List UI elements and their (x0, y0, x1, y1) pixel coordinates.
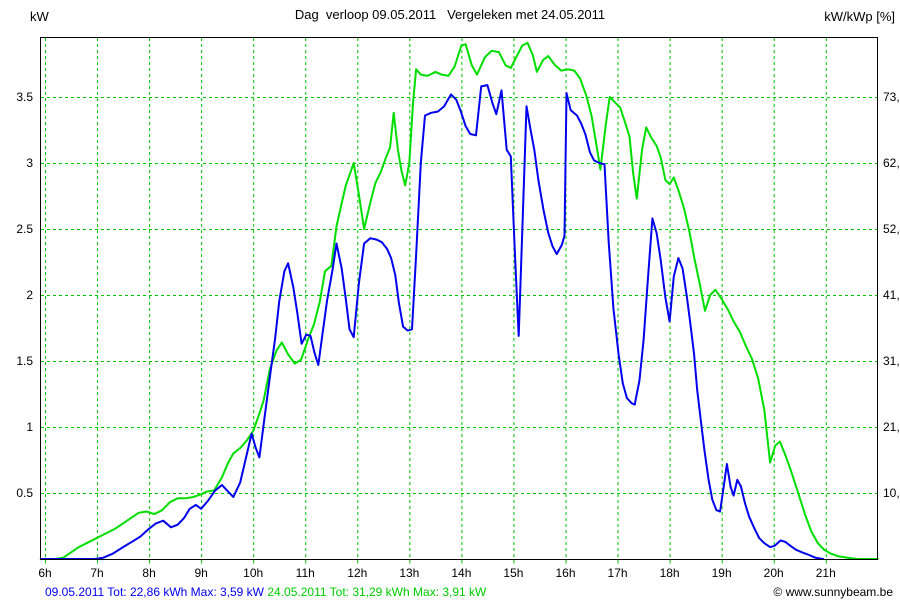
x-axis-tick: 6h (38, 566, 52, 580)
series-line-09.05.2011 (39, 84, 825, 560)
x-axis-tick: 10h (243, 566, 264, 580)
y-axis-tick-right: 62,9 (883, 156, 900, 170)
x-axis-tick: 18h (659, 566, 680, 580)
y-axis-tick-left: 0.5 (16, 486, 33, 500)
y-axis-tick-left: 3.5 (16, 90, 33, 104)
x-axis-tick: 12h (347, 566, 368, 580)
chart-title: Dag verloop 09.05.2011 Vergeleken met 24… (294, 7, 606, 22)
y-axis-tick-left: 1.5 (16, 354, 33, 368)
copyright-text: © www.sunnybeam.be (773, 585, 893, 599)
plot-border (40, 37, 878, 560)
x-axis-tick: 13h (399, 566, 420, 580)
x-axis-tick: 14h (451, 566, 472, 580)
y-axis-tick-right: 73,4 (883, 90, 900, 104)
y-axis-tick-right: 21,0 (883, 420, 900, 434)
series-line-24.05.2011 (39, 41, 879, 560)
x-axis-tick: 16h (555, 566, 576, 580)
series-summary-line: 09.05.2011 Tot: 22,86 kWh Max: 3,59 kW 2… (45, 585, 486, 599)
x-axis-tick: 17h (607, 566, 628, 580)
right-axis-unit-label: kW/kWp [%] (824, 9, 895, 24)
y-axis-tick-left: 2.5 (16, 222, 33, 236)
y-axis-tick-right: 10,5 (883, 486, 900, 500)
y-axis-tick-left: 3 (26, 156, 33, 170)
x-axis-tick: 20h (763, 566, 784, 580)
y-axis-tick-right: 41,9 (883, 288, 900, 302)
x-axis-tick: 19h (711, 566, 732, 580)
plot-background (40, 37, 878, 560)
x-axis-tick: 21h (815, 566, 836, 580)
series2-summary-text: 24.05.2011 Tot: 31,29 kWh Max: 3,91 kW (267, 585, 487, 599)
y-axis-tick-right: 31,4 (883, 354, 900, 368)
y-axis-tick-right: 52,4 (883, 222, 900, 236)
y-axis-tick-left: 2 (26, 288, 33, 302)
left-axis-unit-label: kW (30, 9, 49, 24)
x-axis-tick: 9h (194, 566, 208, 580)
y-axis-tick-left: 1 (26, 420, 33, 434)
x-axis-tick: 15h (503, 566, 524, 580)
x-axis-tick: 8h (142, 566, 156, 580)
x-axis-tick: 7h (90, 566, 104, 580)
series1-summary-text: 09.05.2011 Tot: 22,86 kWh Max: 3,59 kW (45, 585, 265, 599)
x-axis-tick: 11h (295, 566, 315, 580)
